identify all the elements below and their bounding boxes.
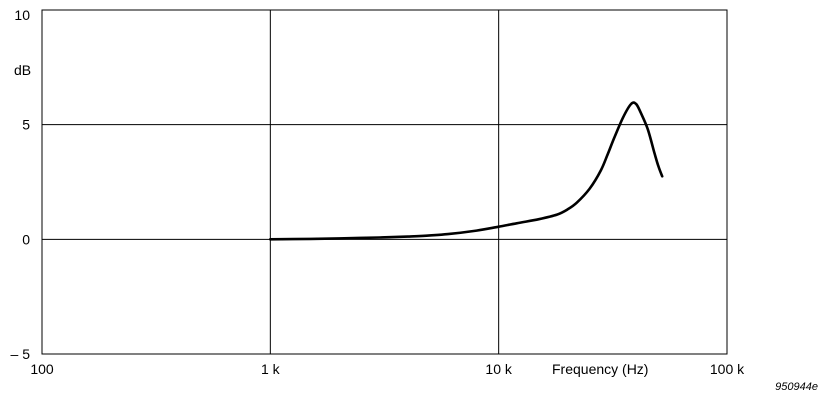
y-axis-label: dB <box>14 62 31 78</box>
y-tick-labels: 10 5 0 – 5 <box>11 7 31 362</box>
plot-frame <box>41 9 728 355</box>
y-tick-label: – 5 <box>11 346 31 362</box>
x-axis-label: Frequency (Hz) <box>552 361 648 377</box>
figure-id: 950944e <box>775 381 818 393</box>
x-tick-label: 100 k <box>710 361 745 377</box>
y-tick-label: 0 <box>22 231 30 247</box>
series-line <box>269 101 664 241</box>
y-tick-label: 10 <box>14 7 30 23</box>
grid-lines <box>42 10 727 354</box>
x-tick-label: 1 k <box>261 361 281 377</box>
x-tick-label: 100 <box>30 361 54 377</box>
y-tick-label: 5 <box>22 117 30 133</box>
x-tick-labels: 100 1 k 10 k 100 k <box>30 361 745 377</box>
x-tick-label: 10 k <box>485 361 512 377</box>
